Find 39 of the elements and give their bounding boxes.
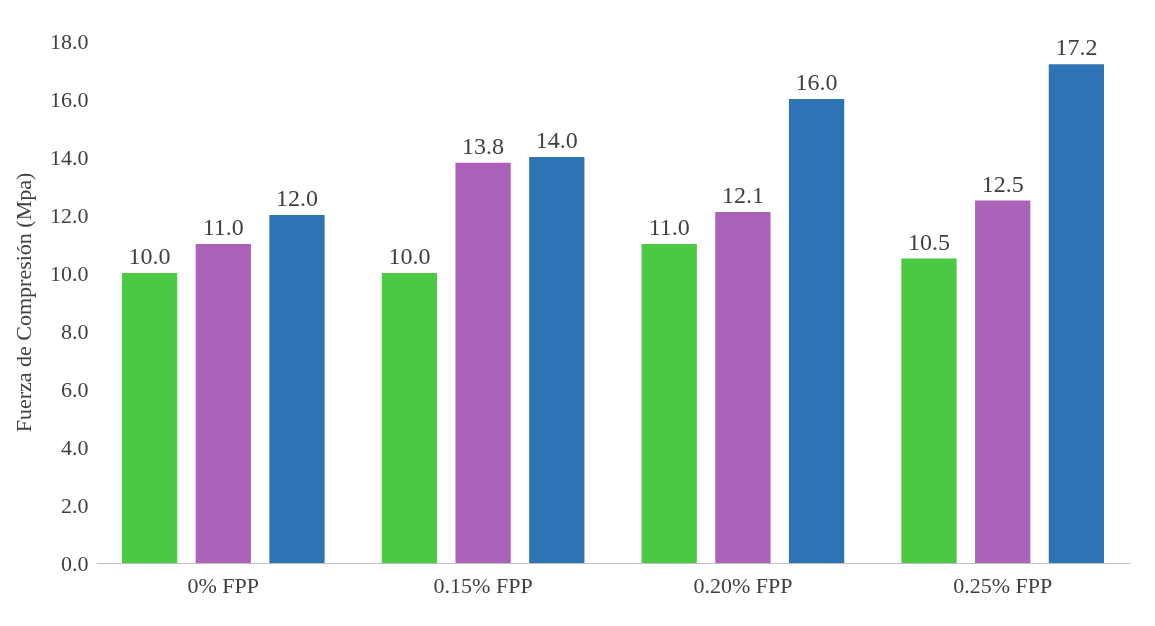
data-label: 10.0 xyxy=(128,243,171,269)
y-tick-label: 10.0 xyxy=(50,260,89,286)
y-tick-label: 4.0 xyxy=(61,434,89,460)
bar xyxy=(381,273,438,563)
y-tick-label: 12.0 xyxy=(50,202,89,228)
data-label: 10.0 xyxy=(388,243,431,269)
data-label: 11.0 xyxy=(648,214,690,240)
bar xyxy=(715,212,771,563)
bar xyxy=(1048,64,1105,563)
bar xyxy=(195,244,251,563)
data-label: 12.0 xyxy=(275,185,318,211)
bar xyxy=(121,273,178,563)
y-tick-label: 14.0 xyxy=(50,144,89,170)
bar xyxy=(269,215,325,563)
y-tick-label: 6.0 xyxy=(61,376,89,402)
bar xyxy=(455,162,511,563)
y-tick-label: 2.0 xyxy=(61,492,89,518)
bar xyxy=(901,258,957,563)
data-label: 11.0 xyxy=(202,214,244,240)
bar xyxy=(975,200,1031,563)
data-label: 16.0 xyxy=(795,69,838,95)
x-tick-label: 0.25% FPP xyxy=(953,572,1053,598)
data-label: 10.5 xyxy=(908,228,951,255)
y-tick-label: 18.0 xyxy=(50,28,89,54)
y-tick-label: 8.0 xyxy=(61,318,89,344)
data-label: 14.0 xyxy=(535,127,578,153)
x-tick-label: 0% FPP xyxy=(187,572,260,598)
y-axis-title: Fuerza de Compresión (Mpa) xyxy=(11,172,36,433)
data-label: 12.1 xyxy=(721,182,764,209)
bar xyxy=(529,157,585,563)
data-label: 17.2 xyxy=(1055,34,1098,61)
bar xyxy=(788,99,845,563)
bar xyxy=(641,244,697,563)
data-label: 12.5 xyxy=(981,170,1024,197)
x-tick-label: 0.15% FPP xyxy=(433,572,533,598)
data-label: 13.8 xyxy=(462,132,505,159)
y-tick-label: 0.0 xyxy=(61,550,89,576)
x-tick-label: 0.20% FPP xyxy=(693,572,793,598)
y-tick-label: 16.0 xyxy=(50,86,89,112)
